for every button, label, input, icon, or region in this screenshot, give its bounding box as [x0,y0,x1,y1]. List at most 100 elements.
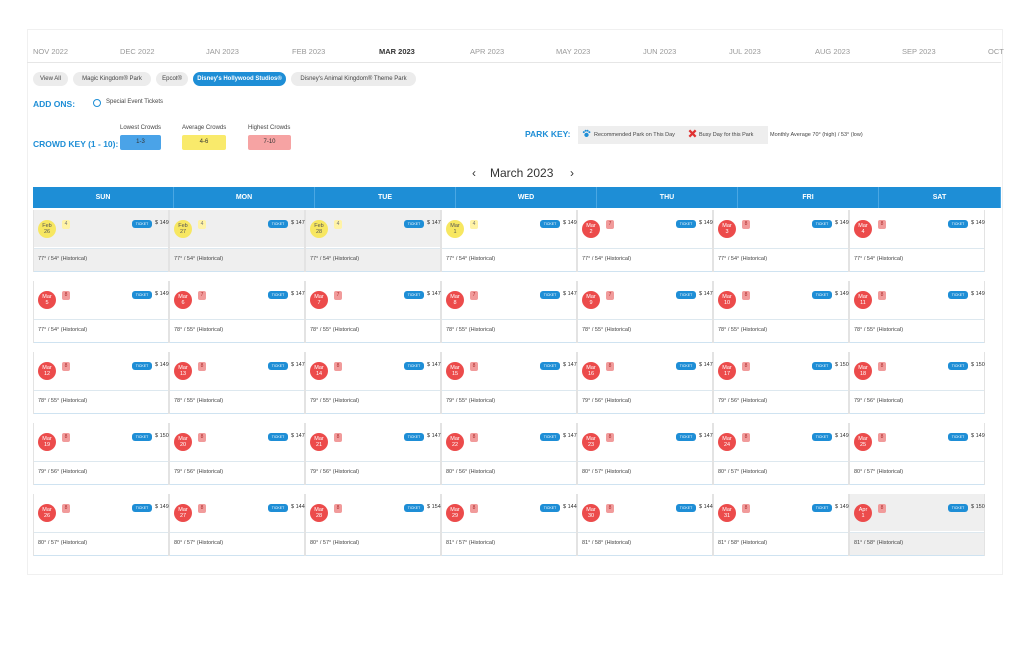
ticket-icon[interactable]: TICKET [948,362,968,370]
day-cell[interactable]: Mar 8 7 TICKET $ 147 78° / 55° (Historical) [441,281,577,343]
day-cell[interactable]: Mar 10 8 TICKET $ 149 78° / 55° (Historical) [713,281,849,343]
ticket-icon[interactable]: TICKET [540,504,560,512]
day-cell[interactable]: Mar 11 8 TICKET $ 149 78° / 55° (Historical) [849,281,985,343]
ticket-icon[interactable]: TICKET [404,362,424,370]
ticket-icon[interactable]: TICKET [948,504,968,512]
ticket-icon[interactable]: TICKET [948,291,968,299]
ticket-icon[interactable]: TICKET [540,362,560,370]
ticket-icon[interactable]: TICKET [404,291,424,299]
day-cell[interactable]: Mar 25 8 TICKET $ 149 80° / 57° (Historical) [849,423,985,485]
ticket-icon[interactable]: TICKET [540,291,560,299]
day-cell[interactable]: Mar 5 8 TICKET $ 149 77° / 54° (Historical) [33,281,169,343]
day-cell[interactable]: Feb 26 4 TICKET $ 149 77° / 54° (Historical) [33,210,169,272]
ticket-icon[interactable]: TICKET [812,433,832,441]
ticket-icon[interactable]: TICKET [404,504,424,512]
ticket-icon[interactable]: TICKET [268,433,288,441]
day-cell[interactable]: Mar 1 4 TICKET $ 149 77° / 54° (Historical) [441,210,577,272]
day-cell[interactable]: Mar 26 8 TICKET $ 149 80° / 57° (Historical) [33,494,169,556]
ticket-icon[interactable]: TICKET [132,220,152,228]
ticket-icon[interactable]: TICKET [268,504,288,512]
ticket-icon[interactable]: TICKET [676,504,696,512]
park-filter-2[interactable]: Epcot® [156,72,188,86]
day-cell[interactable]: Mar 22 8 TICKET $ 147 80° / 56° (Historical) [441,423,577,485]
day-cell[interactable]: Feb 27 4 TICKET $ 147 77° / 54° (Historical) [169,210,305,272]
day-cell[interactable]: Feb 28 4 TICKET $ 147 77° / 54° (Historical) [305,210,441,272]
ticket-icon[interactable]: TICKET [676,362,696,370]
park-filter-4[interactable]: Disney's Animal Kingdom® Theme Park [291,72,416,86]
day-cell[interactable]: Mar 31 8 TICKET $ 149 81° / 58° (Historical) [713,494,849,556]
date-month: Mar [722,436,732,442]
day-cell-top: Feb 27 4 TICKET $ 147 [170,210,305,247]
ticket-icon[interactable]: TICKET [404,220,424,228]
day-cell[interactable]: Apr 1 8 TICKET $ 150 81° / 58° (Historical) [849,494,985,556]
park-filter-3[interactable]: Disney's Hollywood Studios® [193,72,286,86]
crowd-level-badge: 4 [470,220,478,229]
day-cell[interactable]: Mar 12 8 TICKET $ 149 78° / 55° (Historical) [33,352,169,414]
month-tab-9[interactable]: AUG 2023 [815,47,851,56]
day-cell[interactable]: Mar 17 8 TICKET $ 150 79° / 56° (Historical) [713,352,849,414]
month-tab-8[interactable]: JUL 2023 [729,47,761,56]
date-month: Mar [586,436,596,442]
day-cell[interactable]: Mar 7 7 TICKET $ 147 78° / 55° (Historical) [305,281,441,343]
day-cell[interactable]: Mar 4 8 TICKET $ 149 77° / 54° (Historical) [849,210,985,272]
ticket-icon[interactable]: TICKET [132,504,152,512]
ticket-icon[interactable]: TICKET [132,291,152,299]
ticket-icon[interactable]: TICKET [540,433,560,441]
ticket-icon[interactable]: TICKET [812,362,832,370]
month-tab-2[interactable]: JAN 2023 [206,47,239,56]
day-cell-top: Mar 20 8 TICKET $ 147 [170,423,305,460]
day-cell[interactable]: Mar 29 8 TICKET $ 144 81° / 57° (Historical) [441,494,577,556]
ticket-icon[interactable]: TICKET [676,291,696,299]
crowd-level-badge: 8 [878,220,886,229]
special-event-radio[interactable] [93,99,101,107]
park-filter-1[interactable]: Magic Kingdom® Park [73,72,151,86]
day-cell[interactable]: Mar 30 8 TICKET $ 144 81° / 58° (Historical) [577,494,713,556]
day-cell[interactable]: Mar 6 7 TICKET $ 147 78° / 55° (Historical) [169,281,305,343]
ticket-icon[interactable]: TICKET [132,362,152,370]
ticket-icon[interactable]: TICKET [812,504,832,512]
date-day: 8 [453,300,457,306]
park-filter-0[interactable]: View All [33,72,68,86]
ticket-price: $ 149 [155,504,169,510]
ticket-icon[interactable]: TICKET [268,362,288,370]
day-cell[interactable]: Mar 2 7 TICKET $ 149 77° / 54° (Historical) [577,210,713,272]
month-tab-11[interactable]: OCT [988,47,1004,56]
month-tab-4[interactable]: MAR 2023 [379,47,415,56]
day-cell[interactable]: Mar 3 8 TICKET $ 149 77° / 54° (Historical) [713,210,849,272]
ticket-icon[interactable]: TICKET [132,433,152,441]
chevron-left-icon[interactable]: ‹ [472,166,476,180]
month-tab-0[interactable]: NOV 2022 [33,47,69,56]
month-tab-5[interactable]: APR 2023 [470,47,505,56]
day-cell[interactable]: Mar 20 8 TICKET $ 147 79° / 56° (Historical) [169,423,305,485]
day-cell[interactable]: Mar 27 8 TICKET $ 144 80° / 57° (Historical) [169,494,305,556]
month-tab-1[interactable]: DEC 2022 [120,47,155,56]
ticket-icon[interactable]: TICKET [268,220,288,228]
day-cell[interactable]: Mar 24 8 TICKET $ 149 80° / 57° (Historical) [713,423,849,485]
month-tab-10[interactable]: SEP 2023 [902,47,936,56]
day-cell[interactable]: Mar 14 8 TICKET $ 147 79° / 55° (Historical) [305,352,441,414]
day-cell[interactable]: Mar 16 8 TICKET $ 147 79° / 56° (Historical) [577,352,713,414]
ticket-icon[interactable]: TICKET [948,220,968,228]
day-cell[interactable]: Mar 15 8 TICKET $ 147 79° / 55° (Historical) [441,352,577,414]
chevron-right-icon[interactable]: › [570,166,574,180]
ticket-icon[interactable]: TICKET [812,291,832,299]
month-tab-6[interactable]: MAY 2023 [556,47,591,56]
day-cell[interactable]: Mar 19 8 TICKET $ 150 79° / 56° (Historical) [33,423,169,485]
date-month: Mar [586,294,596,300]
ticket-price: $ 147 [427,362,441,368]
ticket-icon[interactable]: TICKET [676,220,696,228]
month-tab-3[interactable]: FEB 2023 [292,47,326,56]
day-cell[interactable]: Mar 18 8 TICKET $ 150 79° / 56° (Historical) [849,352,985,414]
day-cell[interactable]: Mar 13 8 TICKET $ 147 78° / 55° (Historical) [169,352,305,414]
month-tab-7[interactable]: JUN 2023 [643,47,677,56]
ticket-icon[interactable]: TICKET [268,291,288,299]
ticket-icon[interactable]: TICKET [812,220,832,228]
ticket-icon[interactable]: TICKET [676,433,696,441]
ticket-icon[interactable]: TICKET [948,433,968,441]
day-cell[interactable]: Mar 23 8 TICKET $ 147 80° / 57° (Historical) [577,423,713,485]
ticket-icon[interactable]: TICKET [540,220,560,228]
day-cell[interactable]: Mar 9 7 TICKET $ 147 78° / 55° (Historical) [577,281,713,343]
day-cell[interactable]: Mar 21 8 TICKET $ 147 79° / 56° (Historical) [305,423,441,485]
ticket-icon[interactable]: TICKET [404,433,424,441]
day-cell[interactable]: Mar 28 8 TICKET $ 154 80° / 57° (Historical) [305,494,441,556]
